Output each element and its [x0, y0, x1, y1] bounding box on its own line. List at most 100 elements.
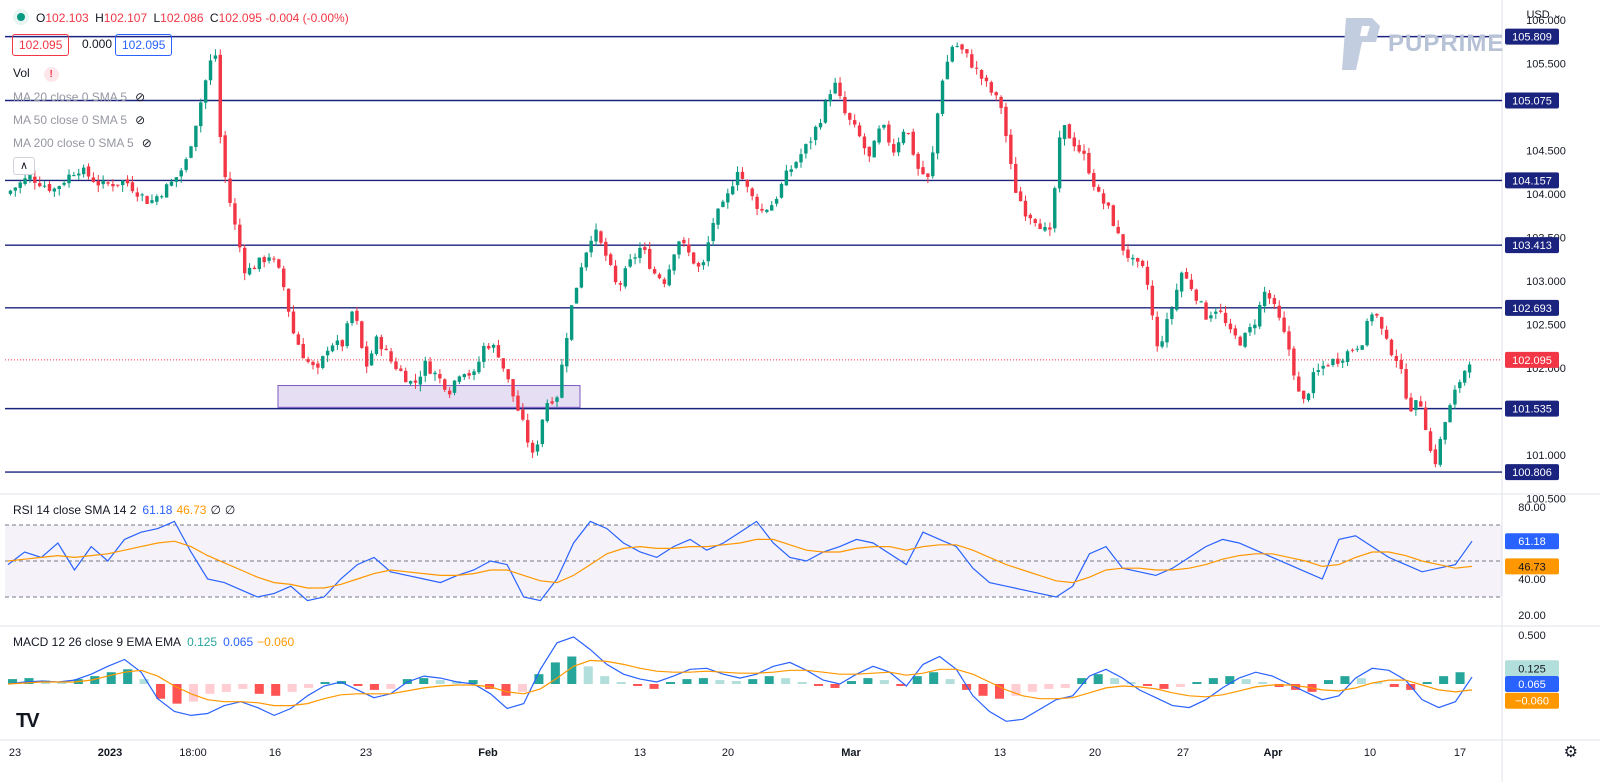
currency-selector[interactable]: USD ⌄	[1526, 9, 1562, 21]
macd-histogram-bar	[1455, 672, 1465, 684]
candle-body	[364, 346, 369, 367]
level-price-label: 101.535	[1512, 404, 1552, 416]
candle-body	[374, 336, 379, 354]
candle-body	[418, 376, 423, 385]
macd-histogram-bar	[1093, 674, 1103, 684]
candle-body	[813, 126, 818, 141]
macd-line	[7, 636, 1473, 722]
candle-body	[428, 361, 432, 374]
ma200-indicator[interactable]: MA 200 close 0 SMA 5 ⊘	[13, 136, 152, 150]
macd-histogram-bar	[1422, 682, 1432, 684]
candle-body	[486, 345, 491, 349]
candle-body	[384, 348, 388, 351]
macd-histogram-bar	[929, 672, 939, 684]
candle-body	[355, 310, 359, 321]
hidden-eye-icon[interactable]: ⊘	[135, 113, 146, 127]
candle-body	[716, 208, 720, 225]
candle-body	[1389, 339, 1394, 356]
macd-histogram-bar	[1159, 684, 1169, 689]
candle-body	[1360, 345, 1364, 350]
candle-body	[721, 201, 725, 207]
collapse-legend-button[interactable]: ∧	[13, 157, 35, 175]
level-price-label: 104.157	[1512, 175, 1552, 187]
hidden-eye-icon[interactable]: ⊘	[141, 136, 152, 150]
level-price-label: 103.413	[1512, 240, 1552, 252]
macd-histogram-bar	[994, 684, 1005, 699]
hidden-eye-icon[interactable]: ⊘	[135, 90, 146, 104]
candle-body	[360, 321, 364, 348]
price-tick-label: 106.000	[1526, 15, 1566, 27]
buy-price-button[interactable]: 102.095	[115, 34, 173, 56]
candle-body	[892, 144, 896, 153]
candle-body	[423, 360, 427, 376]
candle-body	[482, 345, 486, 362]
macd-histogram-bar	[139, 679, 149, 684]
time-tick-label: 16	[269, 747, 281, 759]
macd-histogram-bar	[1011, 684, 1021, 696]
candle-body	[1355, 348, 1360, 350]
candle-body	[399, 368, 403, 371]
candle-body	[277, 259, 281, 268]
candle-body	[770, 205, 774, 211]
candle-body	[677, 241, 681, 255]
candle-body	[1062, 125, 1067, 140]
candle-body	[145, 196, 149, 204]
candle-body	[369, 353, 374, 366]
candle-body	[1233, 328, 1238, 336]
candle-body	[447, 390, 452, 395]
candle-body	[1121, 234, 1125, 251]
candle-body	[467, 373, 471, 376]
macd-legend[interactable]: MACD 12 26 close 9 EMA EMA 0.125 0.065 −0.0…	[13, 635, 295, 649]
candle-body	[496, 345, 501, 358]
sell-price-button[interactable]: 102.095	[12, 34, 70, 56]
candle-body	[1370, 314, 1374, 322]
candle-body	[1014, 163, 1018, 193]
settings-gear-icon[interactable]: ⚙	[1563, 744, 1578, 761]
price-tick-label: 104.500	[1526, 146, 1566, 158]
tradingview-logo[interactable]: TV	[16, 710, 40, 732]
macd-value-label: 0.125	[1518, 663, 1546, 675]
candle-body	[116, 184, 120, 186]
macd-histogram-bar	[1258, 682, 1268, 684]
candle-body	[18, 182, 22, 188]
macd-histogram-bar	[57, 682, 67, 684]
candle-body	[1194, 289, 1198, 301]
candle-body	[1458, 382, 1462, 389]
level-price-tag	[1505, 28, 1559, 45]
warning-icon[interactable]: !	[43, 67, 59, 82]
candle-body	[774, 199, 779, 204]
candle-body	[804, 144, 808, 154]
macd-histogram-bar	[468, 680, 478, 684]
candle-body	[828, 94, 832, 102]
brand-name: PUPRIME	[1388, 30, 1505, 57]
ma50-indicator[interactable]: MA 50 close 0 SMA 5 ⊘	[13, 113, 146, 127]
macd-histogram-bar	[1060, 684, 1070, 688]
vol-indicator[interactable]: Vol!	[13, 66, 59, 82]
candle-body	[745, 180, 750, 187]
rsi-legend[interactable]: RSI 14 close SMA 14 2 61.18 46.73 ∅ ∅	[13, 503, 236, 517]
candle-body	[86, 166, 91, 177]
candle-body	[935, 113, 940, 154]
candle-body	[1414, 400, 1418, 411]
candle-body	[604, 241, 608, 256]
candle-body	[1126, 249, 1130, 258]
candle-body	[203, 80, 208, 103]
level-price-tag	[1505, 92, 1559, 109]
candle-body	[994, 92, 998, 96]
candle-body	[628, 259, 632, 267]
candle-body	[521, 409, 525, 420]
rsi-sma-value-tag	[1505, 558, 1559, 575]
candle-body	[272, 258, 276, 260]
candle-body	[1428, 431, 1433, 451]
level-price-tag	[1505, 299, 1559, 316]
ma20-indicator[interactable]: MA 20 close 0 SMA 5 ⊘	[13, 90, 146, 104]
candle-body	[184, 159, 188, 170]
candle-body	[125, 179, 130, 184]
candle-body	[1409, 397, 1413, 412]
candle-body	[291, 311, 296, 334]
candle-body	[1277, 305, 1281, 318]
level-price-label: 100.806	[1512, 467, 1552, 479]
macd-signal-line	[7, 659, 1473, 707]
candle-body	[511, 379, 515, 397]
